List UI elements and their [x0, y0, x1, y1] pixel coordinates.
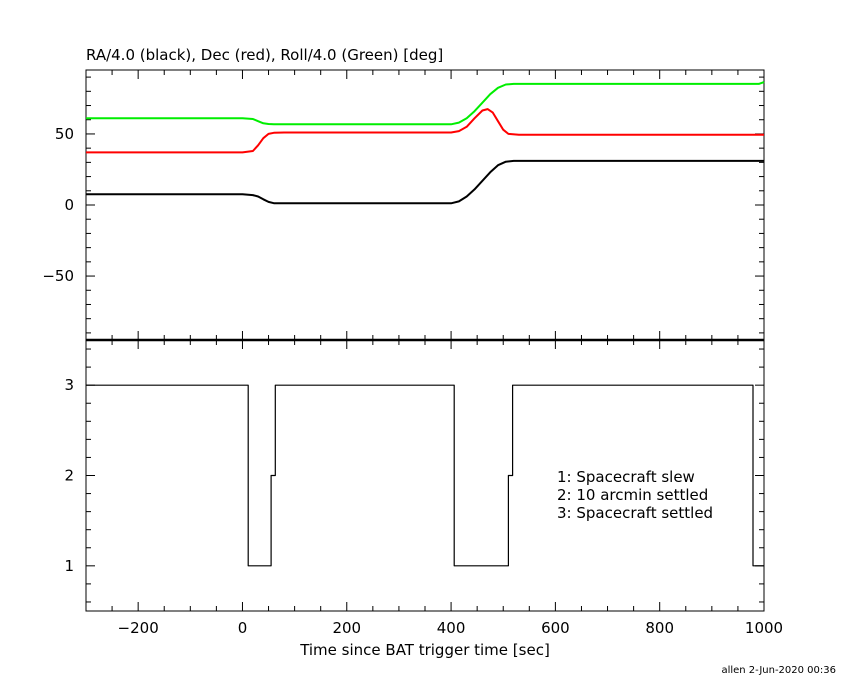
legend-entry: 1: Spacecraft slew: [557, 468, 695, 486]
x-axis-label: Time since BAT trigger time [sec]: [299, 641, 550, 659]
top-y-tick-label: 0: [64, 196, 74, 214]
bottom-x-tick-label: 1000: [745, 619, 783, 637]
top-y-tick-label: −50: [42, 267, 74, 285]
bottom-y-tick-label: 1: [64, 557, 74, 575]
bottom-x-tick-label: 200: [332, 619, 361, 637]
legend-entry: 3: Spacecraft settled: [557, 504, 713, 522]
bottom-series-line-0: [86, 384, 764, 567]
bottom-x-tick-label: 600: [541, 619, 570, 637]
legend-entry: 2: 10 arcmin settled: [557, 486, 708, 504]
top-frame: [85, 69, 765, 341]
bottom-y-tick-label: 2: [64, 467, 74, 485]
top-panel: −50 0 50: [42, 69, 765, 342]
top-panel-title: RA/4.0 (black), Dec (red), Roll/4.0 (Gre…: [86, 46, 443, 64]
footer-stamp: allen 2-Jun-2020 00:36: [721, 665, 836, 676]
bottom-x-tick-label: −200: [118, 619, 159, 637]
top-y-tick-label: 50: [55, 125, 74, 143]
top-series-line-2: [86, 81, 765, 126]
top-series-line-1: [86, 108, 764, 154]
bottom-x-tick-label: 0: [238, 619, 248, 637]
bottom-x-tick-label: 800: [645, 619, 674, 637]
bottom-panel: 1 2 3 −200 0 200 400 600 800 1000: [64, 339, 783, 637]
bottom-x-tick-label: 400: [437, 619, 466, 637]
top-series-line-0: [86, 159, 764, 205]
bottom-y-tick-label: 3: [64, 376, 74, 394]
